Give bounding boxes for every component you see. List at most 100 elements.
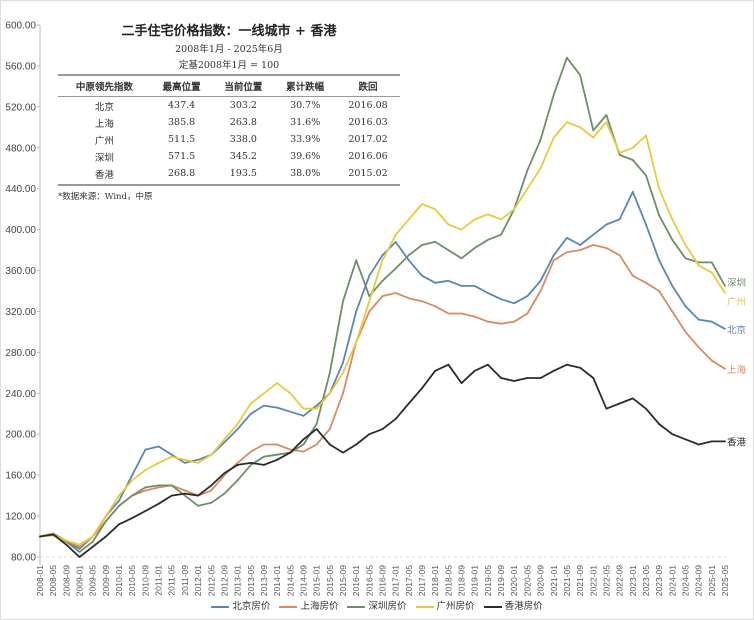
x-tick-label: 2022-05 xyxy=(601,565,611,596)
table-row: 北京 437.4 303.2 30.7% 2016.08 xyxy=(58,97,400,115)
legend-item: 广州房价 xyxy=(415,598,475,612)
data-point xyxy=(355,310,358,313)
data-point xyxy=(368,433,371,436)
data-point xyxy=(315,428,318,431)
y-tick-label: 200.00 xyxy=(5,430,36,441)
x-tick-label: 2010-05 xyxy=(127,565,137,596)
data-point xyxy=(157,461,160,464)
data-point xyxy=(618,154,621,156)
x-tick-label: 2017-09 xyxy=(417,565,427,596)
data-point xyxy=(78,550,81,553)
summary-table-panel: 二手住宅价格指数：一线城市 + 香港 2008年1月 - 2025年6月 定基2… xyxy=(58,20,400,202)
data-point xyxy=(210,489,213,492)
cell: 广州 xyxy=(94,135,114,147)
data-point xyxy=(210,453,213,456)
legend-item: 北京房价 xyxy=(211,598,270,612)
data-point xyxy=(197,458,199,461)
x-tick-label: 2021-01 xyxy=(549,565,559,596)
data-point xyxy=(263,392,265,395)
cell: 571.5 xyxy=(167,151,196,162)
y-tick-label: 80.00 xyxy=(11,553,36,564)
x-tick-label: 2011-01 xyxy=(154,565,164,596)
data-point xyxy=(355,341,358,344)
data-point xyxy=(184,461,186,464)
data-point xyxy=(579,244,581,246)
x-tick-label: 2015-09 xyxy=(338,565,348,596)
data-point xyxy=(249,464,252,466)
data-point xyxy=(710,320,713,323)
cell: 上海 xyxy=(94,118,114,130)
data-point xyxy=(658,214,661,217)
y-tick-label: 360.00 xyxy=(5,266,36,277)
data-point xyxy=(263,443,265,446)
y-tick-label: 400.00 xyxy=(5,225,36,236)
data-point xyxy=(460,312,463,315)
data-point xyxy=(144,448,147,451)
table-row: 广州 511.5 338.0 33.9% 2017.02 xyxy=(58,131,400,148)
data-point xyxy=(671,218,674,221)
data-point xyxy=(157,486,160,489)
data-point xyxy=(566,56,568,59)
data-point xyxy=(144,510,147,512)
data-point xyxy=(500,322,502,325)
cell: 2016.06 xyxy=(348,151,388,162)
data-point xyxy=(197,494,199,497)
table-row: 深圳 571.5 345.2 39.6% 2016.06 xyxy=(58,148,400,165)
data-point xyxy=(658,259,661,262)
data-point xyxy=(434,305,437,308)
data-point xyxy=(473,284,476,287)
data-point xyxy=(210,484,213,487)
data-point xyxy=(434,208,437,211)
chart-legend: 北京房价 上海房价 深圳房价 广州房价 香港房价 xyxy=(0,598,754,612)
data-point xyxy=(131,494,134,497)
x-tick-label: 2016-01 xyxy=(351,565,361,596)
x-tick-label: 2014-05 xyxy=(285,565,295,596)
data-point xyxy=(342,371,344,374)
x-tick-label: 2019-05 xyxy=(483,565,493,596)
cell: 437.4 xyxy=(167,100,196,111)
data-point xyxy=(710,359,713,362)
data-point xyxy=(78,543,81,546)
data-point xyxy=(486,238,489,241)
data-point xyxy=(289,410,292,413)
data-point xyxy=(368,300,371,303)
data-point xyxy=(342,451,344,454)
data-point xyxy=(170,453,173,456)
x-tick-label: 2018-01 xyxy=(430,565,440,596)
data-point xyxy=(342,300,344,303)
x-tick-label: 2010-09 xyxy=(140,565,150,596)
data-point xyxy=(263,464,265,466)
data-point xyxy=(460,228,463,231)
legend-label: 上海房价 xyxy=(300,601,339,612)
data-point xyxy=(197,461,199,464)
y-tick-label: 600.00 xyxy=(5,21,36,32)
data-point xyxy=(52,533,55,536)
y-tick-label: 320.00 xyxy=(5,307,36,318)
x-tick-label: 2015-05 xyxy=(325,565,335,596)
data-point xyxy=(447,312,450,315)
data-point xyxy=(65,539,68,542)
data-point xyxy=(579,366,581,369)
x-tick-label: 2015-01 xyxy=(312,565,322,596)
data-point xyxy=(91,535,94,538)
data-point xyxy=(645,223,647,226)
x-tick-label: 2009-01 xyxy=(75,565,85,596)
data-point xyxy=(645,134,647,137)
data-point xyxy=(328,371,331,374)
data-point xyxy=(170,455,173,458)
data-point xyxy=(671,433,674,436)
x-tick-label: 2020-09 xyxy=(536,565,546,596)
legend-label: 深圳房价 xyxy=(368,601,407,612)
data-point xyxy=(157,445,160,448)
data-point xyxy=(236,423,239,425)
y-tick-label: 120.00 xyxy=(5,512,36,523)
series-line xyxy=(39,244,726,548)
legend-item: 上海房价 xyxy=(279,598,338,612)
data-point xyxy=(276,453,279,456)
data-point xyxy=(552,136,555,139)
x-tick-label: 2018-05 xyxy=(443,565,453,596)
data-point xyxy=(236,464,239,466)
legend-swatch xyxy=(347,605,366,608)
x-tick-label: 2014-01 xyxy=(272,565,282,596)
data-point xyxy=(473,315,476,318)
